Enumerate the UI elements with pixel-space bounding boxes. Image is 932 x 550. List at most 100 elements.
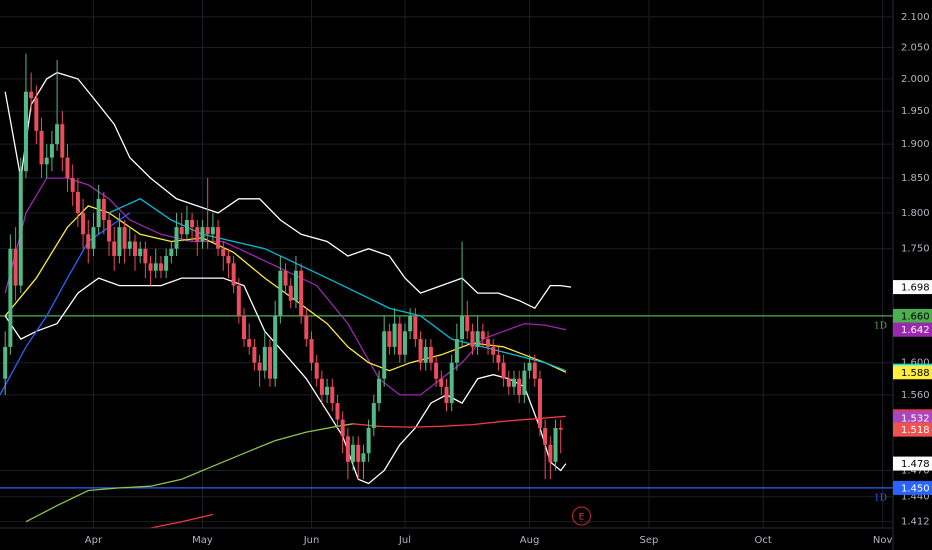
candle-body [164, 256, 169, 271]
x-tick-label: May [192, 535, 213, 546]
candle-body [205, 227, 210, 235]
candle-body [382, 331, 387, 379]
candle-body [371, 403, 376, 428]
y-tick-label: 1.750 [901, 244, 930, 255]
y-tick-label: 2.050 [901, 42, 930, 53]
price-label: 1.660 [901, 311, 930, 322]
candle-body [532, 362, 537, 379]
candle-body [143, 248, 148, 264]
candle-body [138, 248, 143, 257]
y-tick-label: 1.440 [901, 492, 930, 503]
candle-body [132, 241, 137, 257]
x-tick-label: Oct [755, 535, 772, 546]
candle-body [262, 346, 267, 371]
x-tick-label: Jun [303, 535, 320, 546]
candle-body [247, 339, 252, 347]
candle-body [522, 370, 527, 395]
candle-body [267, 346, 272, 379]
candle-body [460, 315, 465, 340]
candle-body [558, 427, 563, 430]
candle-body [517, 378, 522, 395]
y-tick-label: 1.850 [901, 173, 930, 184]
indicator-line [150, 513, 214, 529]
candle-body [465, 315, 470, 332]
candle-body [210, 227, 215, 235]
price-label: 1.698 [901, 283, 930, 294]
y-tick-label: 1.600 [901, 358, 930, 369]
candle-body [330, 386, 335, 404]
candle-body [13, 248, 18, 286]
candle-body [39, 130, 44, 165]
candle-body [428, 346, 433, 363]
candle-body [252, 346, 257, 363]
candle-body [122, 227, 127, 249]
candle-body [96, 198, 101, 228]
candles [3, 53, 563, 480]
candle-body [221, 248, 226, 257]
indicator-line [25, 423, 354, 523]
candle-body [304, 315, 309, 340]
candle-body [44, 157, 49, 165]
candle-body [553, 427, 558, 462]
candle-body [34, 98, 39, 131]
candle-body [278, 270, 283, 316]
candle-body [511, 378, 516, 387]
candle-body [3, 346, 8, 379]
price-label: 1.642 [901, 325, 930, 336]
candle-body [158, 263, 163, 271]
price-label-box [893, 308, 932, 323]
candle-body [548, 444, 553, 462]
x-tick-label: Nov [873, 535, 893, 546]
candle-body [454, 339, 459, 363]
candle-body [299, 270, 304, 316]
candle-body [8, 248, 13, 347]
candle-body [449, 362, 454, 404]
candle-body [75, 191, 80, 213]
grid [0, 0, 893, 528]
candle-body [101, 198, 106, 220]
candle-body [356, 444, 361, 462]
candle-body [418, 339, 423, 363]
candle-body [470, 331, 475, 347]
price-label-box [893, 322, 932, 337]
candle-body [236, 285, 241, 316]
candle-body [91, 227, 96, 249]
candle-body [309, 339, 314, 363]
price-label: 1.478 [901, 459, 930, 470]
candle-body [257, 362, 262, 371]
candle-body [216, 227, 221, 249]
candle-body [543, 427, 548, 445]
price-label-box [893, 480, 932, 495]
candle-body [29, 91, 34, 99]
candle-body [49, 144, 54, 158]
y-tick-label: 2.000 [901, 74, 930, 85]
candle-body [392, 323, 397, 347]
candle-body [273, 315, 278, 379]
y-tick-label: 1.900 [901, 139, 930, 150]
earnings-label: E [579, 513, 585, 523]
price-label-box [893, 365, 932, 380]
candle-body [501, 362, 506, 379]
candle-body [506, 378, 511, 387]
x-tick-label: Sep [640, 535, 659, 546]
candle-body [127, 241, 132, 249]
candle-body [491, 346, 496, 355]
price-label: 1.518 [901, 425, 930, 436]
candle-body [402, 331, 407, 355]
candle-body [18, 171, 23, 286]
x-tick-label: Apr [85, 535, 103, 546]
earnings-marker [571, 506, 591, 526]
x-tick-label: Aug [520, 535, 540, 546]
price-label: 1.588 [901, 368, 930, 379]
candle-body [475, 331, 480, 347]
y-tick-label: 1.560 [901, 390, 930, 401]
candle-body [387, 331, 392, 347]
candle-body [439, 378, 444, 387]
x-tick-label: Jul [398, 535, 411, 546]
candle-body [60, 124, 65, 158]
price-label-box [893, 410, 932, 425]
candle-body [423, 346, 428, 363]
candle-body [319, 378, 324, 395]
